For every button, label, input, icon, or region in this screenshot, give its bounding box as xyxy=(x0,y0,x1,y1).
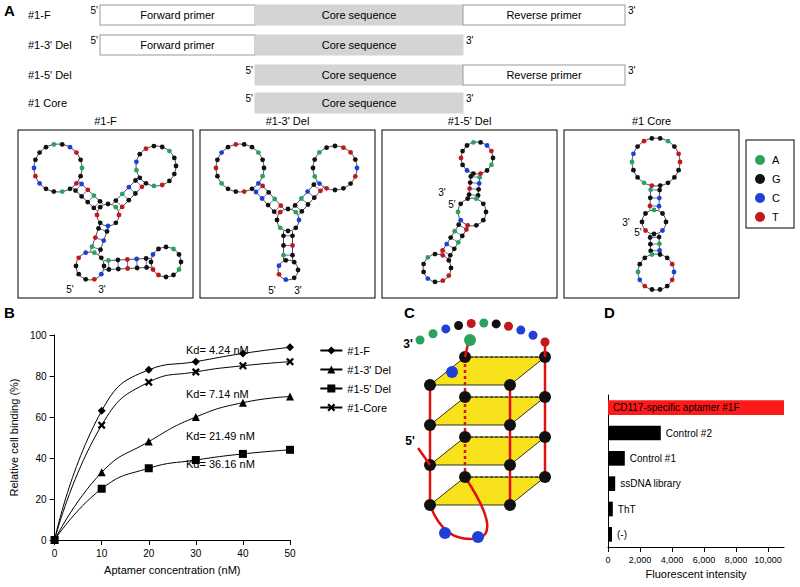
svg-text:10,000: 10,000 xyxy=(754,555,782,565)
svg-text:100: 100 xyxy=(30,330,47,341)
svg-text:3': 3' xyxy=(622,217,630,228)
svg-text:Core sequence: Core sequence xyxy=(322,97,397,109)
svg-text:#1-F: #1-F xyxy=(94,115,117,127)
svg-text:B: B xyxy=(4,304,15,321)
svg-text:20: 20 xyxy=(35,494,47,505)
svg-text:Forward primer: Forward primer xyxy=(140,39,215,51)
svg-text:G: G xyxy=(772,173,781,185)
svg-text:Reverse primer: Reverse primer xyxy=(506,69,582,81)
svg-text:6,000: 6,000 xyxy=(693,555,716,565)
svg-text:60: 60 xyxy=(35,412,47,423)
svg-text:Core sequence: Core sequence xyxy=(322,69,397,81)
svg-text:Fluorescent intensity: Fluorescent intensity xyxy=(646,568,747,580)
svg-text:Forward primer: Forward primer xyxy=(140,9,215,21)
svg-text:#1-3' Del: #1-3' Del xyxy=(347,364,391,376)
svg-text:3': 3' xyxy=(466,35,474,46)
svg-text:40: 40 xyxy=(237,548,249,559)
svg-text:0: 0 xyxy=(41,535,47,546)
svg-text:CD117-specific aptamer #1F: CD117-specific aptamer #1F xyxy=(613,402,740,413)
svg-text:ssDNA library: ssDNA library xyxy=(620,478,681,489)
svg-text:5': 5' xyxy=(268,285,276,296)
svg-text:0: 0 xyxy=(52,548,58,559)
svg-text:#1-5' Del: #1-5' Del xyxy=(448,115,492,127)
svg-text:Core sequence: Core sequence xyxy=(322,9,397,21)
svg-text:3': 3' xyxy=(438,187,446,198)
svg-text:#1-5' Del: #1-5' Del xyxy=(28,69,72,81)
svg-text:50: 50 xyxy=(284,548,296,559)
svg-text:ThT: ThT xyxy=(618,504,636,515)
svg-text:2,000: 2,000 xyxy=(629,555,652,565)
svg-text:0: 0 xyxy=(605,555,610,565)
svg-text:Kd= 7.14 nM: Kd= 7.14 nM xyxy=(186,388,249,400)
svg-text:Kd= 21.49 nM: Kd= 21.49 nM xyxy=(186,430,255,442)
svg-text:#1 Core: #1 Core xyxy=(632,115,671,127)
svg-text:5': 5' xyxy=(405,434,415,448)
svg-text:5': 5' xyxy=(634,227,642,238)
svg-text:80: 80 xyxy=(35,371,47,382)
svg-text:5': 5' xyxy=(448,199,456,210)
svg-text:Control #1: Control #1 xyxy=(630,453,677,464)
svg-text:3': 3' xyxy=(628,5,636,16)
svg-text:A: A xyxy=(4,2,15,19)
svg-text:(-): (-) xyxy=(617,529,627,540)
svg-text:3': 3' xyxy=(628,65,636,76)
svg-text:5': 5' xyxy=(91,5,99,16)
svg-text:Relative cell binding (%): Relative cell binding (%) xyxy=(8,379,20,497)
svg-text:#1-F: #1-F xyxy=(28,9,51,21)
svg-text:3': 3' xyxy=(98,284,106,295)
svg-text:10: 10 xyxy=(96,548,108,559)
svg-text:C: C xyxy=(772,192,780,204)
svg-text:Core sequence: Core sequence xyxy=(322,39,397,51)
svg-text:5': 5' xyxy=(246,65,254,76)
svg-text:#1 Core: #1 Core xyxy=(28,97,67,109)
svg-text:Aptamer concentration (nM): Aptamer concentration (nM) xyxy=(104,564,240,576)
svg-text:D: D xyxy=(604,304,615,321)
svg-text:#1-Core: #1-Core xyxy=(347,402,387,414)
svg-text:#1-5' Del: #1-5' Del xyxy=(347,383,391,395)
svg-text:C: C xyxy=(404,304,415,321)
svg-text:8,000: 8,000 xyxy=(725,555,748,565)
svg-text:3': 3' xyxy=(466,93,474,104)
svg-text:#1-3' Del: #1-3' Del xyxy=(28,39,72,51)
svg-text:#1-F: #1-F xyxy=(347,345,370,357)
svg-text:Kd= 36.16 nM: Kd= 36.16 nM xyxy=(186,457,255,470)
svg-text:4,000: 4,000 xyxy=(661,555,684,565)
svg-text:20: 20 xyxy=(143,548,155,559)
svg-text:30: 30 xyxy=(190,548,202,559)
svg-text:3': 3' xyxy=(403,337,413,351)
svg-text:#1-3' Del: #1-3' Del xyxy=(266,115,310,127)
svg-text:Reverse primer: Reverse primer xyxy=(506,9,582,21)
svg-text:A: A xyxy=(772,154,780,166)
svg-text:5': 5' xyxy=(246,93,254,104)
svg-text:40: 40 xyxy=(35,453,47,464)
svg-text:Control #2: Control #2 xyxy=(666,428,713,439)
svg-text:Kd= 4.24 nM: Kd= 4.24 nM xyxy=(186,343,249,356)
svg-text:5': 5' xyxy=(91,35,99,46)
svg-text:T: T xyxy=(772,211,779,223)
svg-text:5': 5' xyxy=(66,284,74,295)
svg-text:3': 3' xyxy=(294,285,302,296)
